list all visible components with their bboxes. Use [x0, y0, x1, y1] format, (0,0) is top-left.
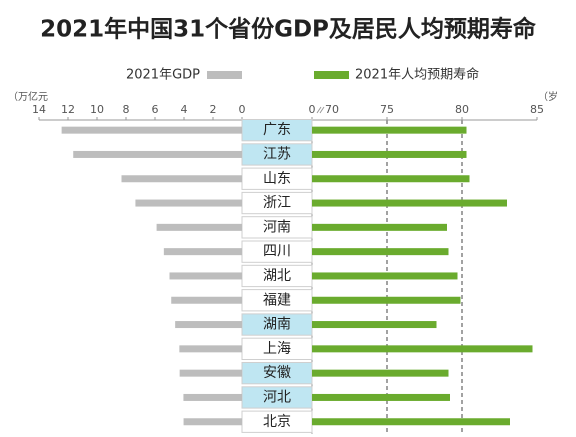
bar	[179, 345, 242, 353]
category-label: 福建	[263, 292, 291, 308]
category-label: 湖北	[263, 268, 291, 284]
bar	[312, 296, 461, 304]
bar	[163, 248, 242, 256]
x-tick-label: 8	[123, 103, 130, 116]
category-label: 山东	[263, 171, 291, 187]
chart-title: 2021年中国31个省份GDP及居民人均预期寿命	[40, 16, 537, 43]
legend-swatch	[314, 71, 349, 79]
x-tick-label: 12	[61, 103, 75, 116]
axis-unit: （岁	[538, 90, 558, 103]
axis-break-label: 0	[309, 103, 316, 116]
bar	[312, 418, 510, 426]
bar	[312, 369, 449, 377]
bar	[312, 272, 458, 280]
x-tick-label: 2	[210, 103, 217, 116]
bar	[312, 199, 507, 207]
x2-tick-label: 75	[380, 103, 394, 116]
bar	[171, 296, 242, 304]
bar	[312, 223, 447, 231]
axis-unit: （万亿元	[8, 90, 48, 103]
bar	[312, 150, 467, 158]
bar	[135, 199, 242, 207]
category-label: 河北	[263, 389, 291, 405]
x-tick-label: 10	[90, 103, 104, 116]
bar	[73, 150, 242, 158]
axis-break	[316, 106, 325, 114]
bar	[312, 321, 437, 329]
category-label: 浙江	[263, 195, 291, 211]
category-label: 安徽	[263, 365, 291, 381]
category-label: 四川	[263, 244, 291, 260]
category-label: 北京	[263, 414, 291, 430]
bar	[312, 126, 467, 134]
bar	[312, 345, 533, 353]
bar	[121, 175, 242, 183]
category-label: 广东	[263, 122, 291, 138]
x-tick-label: 0	[239, 103, 246, 116]
bar	[175, 321, 242, 329]
legend-label: 2021年人均预期寿命	[355, 67, 479, 83]
category-label: 上海	[263, 341, 291, 357]
x-tick-label: 6	[152, 103, 159, 116]
x2-tick-label: 80	[455, 103, 469, 116]
bar	[312, 175, 470, 183]
bar	[312, 248, 449, 256]
bar	[156, 223, 242, 231]
legend-label: 2021年GDP	[126, 68, 200, 83]
x2-tick-label: 85	[530, 103, 544, 116]
bar	[179, 369, 242, 377]
bar	[169, 272, 242, 280]
legend-swatch	[207, 71, 242, 79]
bar	[312, 393, 450, 401]
bar	[183, 418, 242, 426]
x2-tick-label: 70	[325, 103, 339, 116]
bar	[61, 126, 243, 134]
category-label: 江苏	[263, 146, 291, 162]
x-tick-label: 14	[32, 103, 46, 116]
x-tick-label: 4	[181, 103, 188, 116]
category-label: 河南	[263, 219, 291, 235]
category-label: 湖南	[263, 317, 291, 333]
bar	[183, 393, 242, 401]
